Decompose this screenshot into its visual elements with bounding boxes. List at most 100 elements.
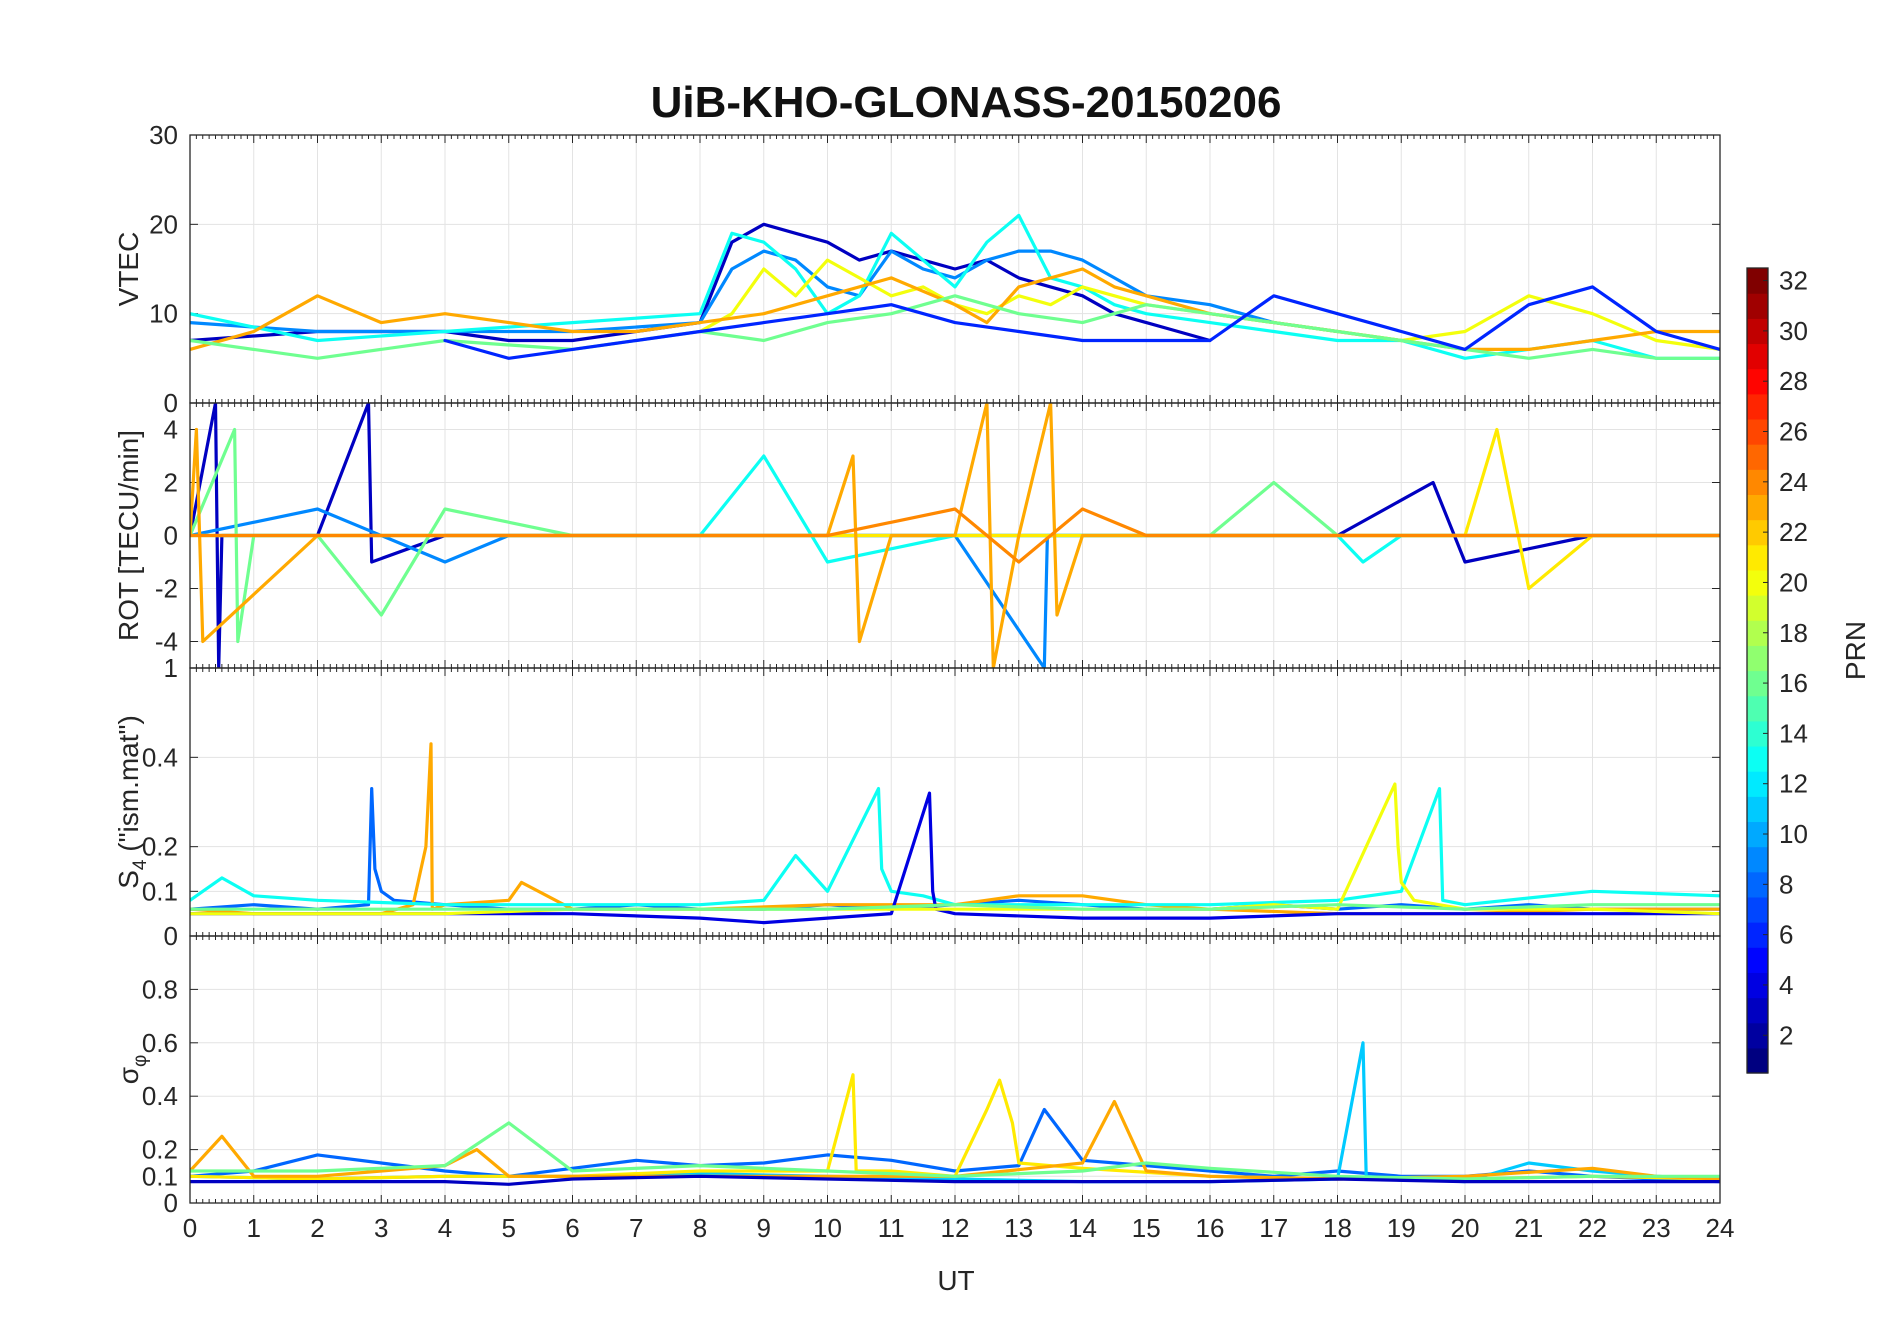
x-tick-label: 20: [1451, 1213, 1480, 1243]
y-tick-label: 30: [149, 120, 178, 150]
y-tick-label: 0.1: [142, 876, 178, 906]
panel-vtec: 0 10 20 30 VTEC: [113, 120, 1721, 418]
x-tick-label: 18: [1323, 1213, 1352, 1243]
x-tick-label: 0: [183, 1213, 197, 1243]
colorbar-segment: [1747, 771, 1768, 797]
series-group-rot: [190, 403, 1720, 668]
colorbar-segment: [1747, 821, 1768, 848]
y-tick-label: -2: [155, 574, 178, 604]
x-tick-label: 15: [1132, 1213, 1161, 1243]
y-axis-label-s4: S4 ("ism.mat"): [113, 715, 151, 889]
y-tick-label: 0: [164, 1188, 178, 1218]
series-line-vtec-prn-6: [443, 285, 1720, 360]
y-axis-label-vtec: VTEC: [113, 232, 144, 307]
colorbar-segment: [1747, 871, 1768, 898]
colorbar-segment: [1747, 720, 1768, 747]
colorbar-frame: [1746, 267, 1769, 1074]
colorbar-tick-label: 10: [1779, 819, 1808, 849]
colorbar-segment: [1747, 947, 1768, 973]
y-tick-label: 10: [149, 299, 178, 329]
x-tick-label: 1: [247, 1213, 261, 1243]
x-tick-label: 19: [1387, 1213, 1416, 1243]
y-tick-label: 4: [164, 415, 178, 445]
colorbar-segment: [1747, 268, 1768, 294]
y-tick-label: 0.4: [142, 742, 178, 772]
colorbar-tick-label: 22: [1779, 517, 1808, 547]
colorbar-segment: [1747, 796, 1768, 823]
colorbar-label: PRN: [1840, 621, 1871, 680]
x-tick-label: 23: [1642, 1213, 1671, 1243]
y-tick-label: 0.6: [142, 1028, 178, 1058]
y-tick-label: 0.4: [142, 1081, 178, 1111]
series-group-vtec: [190, 213, 1720, 360]
colorbar-segment: [1747, 293, 1768, 319]
colorbar-tick-label: 2: [1779, 1020, 1793, 1050]
colorbar-segment: [1747, 972, 1768, 999]
y-tick-label-upper: 1: [164, 653, 178, 683]
series-line-vtec-prn-3: [190, 222, 1212, 343]
x-tick-label: 11: [878, 1213, 905, 1243]
y-axis-label-sigma: σφ: [113, 1055, 151, 1085]
y-tick-label: 0.8: [142, 974, 178, 1004]
colorbar-segment: [1747, 569, 1768, 596]
colorbar-segment: [1747, 544, 1768, 571]
x-tick-label: 6: [565, 1213, 579, 1243]
series-line-vtec-prn-9: [190, 249, 1340, 334]
x-tick-label: 3: [374, 1213, 388, 1243]
series-line-sigma-prn-16: [190, 1121, 1720, 1181]
y-tick-label: 0: [164, 388, 178, 418]
series-line-s4-prn-13: [190, 787, 1720, 907]
x-tick-label: 7: [629, 1213, 643, 1243]
colorbar-segment: [1747, 519, 1768, 546]
colorbar-segment: [1747, 620, 1768, 646]
axes-frame: [189, 935, 1721, 1204]
x-tick-label: 21: [1514, 1213, 1543, 1243]
x-tick-label: 24: [1706, 1213, 1735, 1243]
series-line-rot-prn-24: [190, 507, 1720, 564]
x-tick-label: 8: [693, 1213, 707, 1243]
colorbar-tick-label: 30: [1779, 316, 1808, 346]
colorbar-segment: [1747, 318, 1768, 345]
y-tick-label: 0.2: [142, 832, 178, 862]
colorbar-segment: [1747, 1022, 1768, 1049]
colorbar-tick-label: 6: [1779, 920, 1793, 950]
y-axis-label-main: ROT [TECU/min]: [113, 430, 144, 641]
y-axis-label-main: σ: [113, 1067, 144, 1084]
y-tick-label: 0: [164, 921, 178, 951]
colorbar-segment: [1747, 670, 1768, 697]
x-tick-label: 12: [941, 1213, 970, 1243]
colorbar-segment: [1747, 896, 1768, 923]
colorbar-segment: [1747, 393, 1768, 420]
colorbar-segment: [1747, 846, 1768, 873]
x-tick-label: 2: [310, 1213, 324, 1243]
y-tick-label: 0.1: [142, 1161, 178, 1191]
colorbar-segment: [1747, 368, 1768, 395]
colorbar-segment: [1747, 1047, 1768, 1074]
y-tick-label: 0.2: [142, 1135, 178, 1165]
colorbar-segment: [1747, 418, 1768, 445]
colorbar-tick-label: 24: [1779, 467, 1808, 497]
y-axis-label-subscript: φ: [130, 1055, 151, 1067]
x-tick-label: 4: [438, 1213, 452, 1243]
y-axis-label-rest: ("ism.mat"): [113, 715, 144, 859]
colorbar-segment: [1747, 645, 1768, 672]
colorbar-segment: [1747, 997, 1768, 1024]
x-tick-label: 17: [1259, 1213, 1288, 1243]
x-tick-label: 9: [757, 1213, 771, 1243]
panel-rot: -4 -2 0 2 4 ROT [TECU/min]: [113, 402, 1721, 669]
colorbar-segment: [1747, 922, 1768, 948]
x-tick-label: 13: [1004, 1213, 1033, 1243]
x-tick-label: 16: [1196, 1213, 1225, 1243]
colorbar-tick-label: 14: [1779, 718, 1808, 748]
colorbar-tick-label: 26: [1779, 417, 1808, 447]
y-tick-label: 2: [164, 468, 178, 498]
series-line-sigma-prn-3: [190, 1174, 1720, 1186]
y-axis-label-main: S: [113, 870, 144, 889]
colorbar-tick-label: 18: [1779, 618, 1808, 648]
colorbar-segment: [1747, 494, 1768, 521]
colorbar-segment: [1747, 469, 1768, 496]
series-line-vtec-prn-20: [698, 258, 1720, 351]
